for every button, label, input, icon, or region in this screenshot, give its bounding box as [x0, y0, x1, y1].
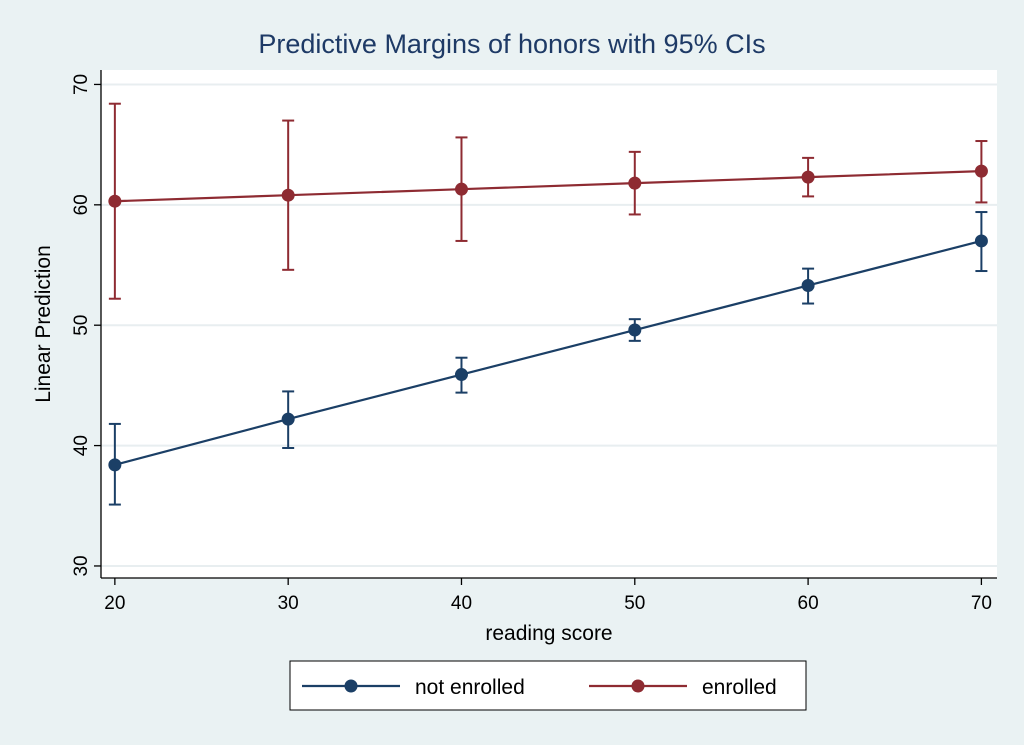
data-point — [628, 323, 642, 337]
y-tick-label: 30 — [71, 555, 92, 576]
axes — [100, 70, 997, 579]
x-tick-label: 50 — [624, 593, 645, 614]
x-tick-label: 20 — [104, 593, 125, 614]
y-tick-label: 50 — [71, 315, 92, 336]
x-tick-label: 70 — [971, 593, 992, 614]
legend-label: not enrolled — [415, 676, 525, 699]
data-point — [974, 164, 988, 178]
x-axis-ticks: 20 30 40 50 60 70 — [104, 578, 992, 614]
data-point — [454, 368, 468, 382]
data-point — [281, 412, 295, 426]
y-tick-label: 70 — [71, 74, 92, 95]
series-line — [114, 239, 982, 466]
data-point — [974, 234, 988, 248]
data-point — [628, 176, 642, 190]
y-axis-ticks: 30 40 50 60 70 — [71, 74, 101, 577]
series-line — [114, 170, 982, 203]
chart-title: Predictive Margins of honors with 95% CI… — [258, 29, 765, 59]
data-point — [454, 182, 468, 196]
data-point — [108, 458, 122, 472]
plot-area — [101, 70, 997, 578]
data-point — [108, 194, 122, 208]
legend-label: enrolled — [702, 676, 777, 699]
series-enrolled — [108, 102, 988, 300]
legend-marker — [631, 679, 645, 693]
series-not-enrolled — [108, 211, 988, 506]
gridlines — [101, 83, 997, 567]
data-point — [801, 170, 815, 184]
series-layer — [108, 102, 988, 506]
y-tick-label: 40 — [71, 435, 92, 456]
data-point — [801, 278, 815, 292]
x-tick-label: 60 — [798, 593, 819, 614]
x-axis-title: reading score — [485, 622, 612, 645]
legend-marker — [344, 679, 358, 693]
y-tick-label: 60 — [71, 194, 92, 215]
y-axis-title: Linear Prediction — [32, 245, 55, 403]
x-tick-label: 40 — [451, 593, 472, 614]
legend: not enrolled enrolled — [289, 660, 807, 711]
data-point — [281, 188, 295, 202]
x-tick-label: 30 — [278, 593, 299, 614]
